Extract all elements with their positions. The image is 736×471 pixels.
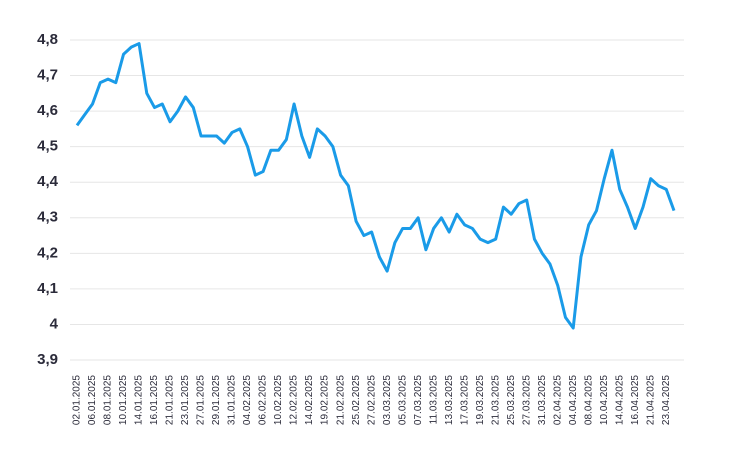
x-tick-label: 08.01.2025 [103,375,114,425]
x-tick-label: 16.01.2025 [149,375,160,425]
x-tick-label: 27.03.2025 [521,375,532,425]
x-tick-label: 19.02.2025 [320,375,331,425]
x-tick-label: 21.04.2025 [645,375,656,425]
y-tick-label: 4,1 [37,280,58,297]
x-tick-label: 03.03.2025 [382,375,393,425]
x-tick-label: 19.03.2025 [475,375,486,425]
x-tick-label: 29.01.2025 [211,375,222,425]
x-tick-label: 02.01.2025 [72,375,83,425]
x-tick-label: 08.04.2025 [583,375,594,425]
y-tick-label: 4,6 [37,102,58,119]
x-tick-label: 27.01.2025 [196,375,207,425]
x-tick-label: 12.02.2025 [289,375,300,425]
x-tick-label: 25.03.2025 [506,375,517,425]
x-tick-label: 14.04.2025 [614,375,625,425]
x-tick-label: 25.02.2025 [351,375,362,425]
y-tick-label: 4,8 [37,31,58,48]
x-tick-label: 21.03.2025 [490,375,501,425]
y-tick-label: 4,4 [37,173,59,190]
x-tick-label: 10.04.2025 [599,375,610,425]
y-tick-label: 4,2 [37,244,58,261]
x-tick-label: 21.02.2025 [335,375,346,425]
x-tick-label: 07.03.2025 [413,375,424,425]
x-tick-label: 27.02.2025 [366,375,377,425]
y-tick-label: 4,7 [37,67,58,84]
y-tick-label: 4,5 [37,138,58,155]
y-tick-label: 4 [50,315,59,332]
x-tick-label: 10.01.2025 [118,375,129,425]
x-tick-label: 06.01.2025 [87,375,98,425]
data-line [75,42,676,330]
x-tick-label: 04.04.2025 [568,375,579,425]
x-tick-label: 31.03.2025 [537,375,548,425]
x-tick-label: 23.01.2025 [180,375,191,425]
x-tick-label: 05.03.2025 [397,375,408,425]
x-tick-label: 13.03.2025 [444,375,455,425]
x-tick-label: 23.04.2025 [661,375,672,425]
x-tick-label: 06.02.2025 [258,375,269,425]
x-tick-label: 31.01.2025 [227,375,238,425]
x-tick-label: 04.02.2025 [242,375,253,425]
x-tick-label: 02.04.2025 [552,375,563,425]
x-tick-label: 17.03.2025 [459,375,470,425]
x-tick-label: 21.01.2025 [165,375,176,425]
y-tick-label: 4,3 [37,209,58,226]
x-tick-label: 11.03.2025 [428,375,439,425]
y-tick-label: 3,9 [37,351,58,368]
x-tick-label: 14.02.2025 [304,375,315,425]
x-tick-label: 16.04.2025 [630,375,641,425]
x-tick-label: 14.01.2025 [134,375,145,425]
x-tick-label: 10.02.2025 [273,375,284,425]
